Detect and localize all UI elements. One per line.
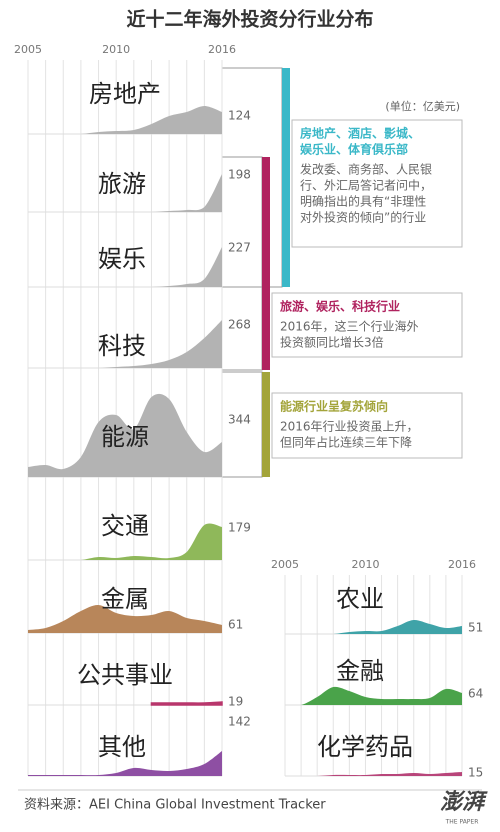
source: 资料来源：AEI China Global Investment Tracker [24, 798, 326, 813]
annotation-box [271, 392, 463, 459]
area [28, 604, 222, 633]
annotation-bar [282, 68, 290, 287]
series-name: 科技 [98, 332, 146, 360]
annotation-heading: 能源行业呈复苏倾向 [280, 399, 388, 414]
annotation-body: 对外投资的倾向”的行业 [300, 210, 426, 225]
total-label: 124 [228, 109, 251, 123]
x-tick-label: 2005 [14, 43, 42, 56]
area [28, 106, 222, 134]
logo-subtitle: THE PAPER [445, 819, 479, 826]
series-name: 金属 [101, 585, 149, 613]
area [28, 247, 222, 287]
area [285, 686, 462, 705]
total-label: 61 [228, 618, 243, 632]
annotation-body: 2016年，这三个行业海外 [280, 319, 419, 334]
annotation-body: 明确指出的具有“非理性 [300, 194, 426, 209]
area [28, 751, 222, 776]
logo: 澎湃 [440, 790, 488, 815]
x-tick-label: 2010 [102, 43, 130, 56]
annotation-body: 2016年行业投资虽上升， [280, 419, 419, 434]
area [150, 701, 223, 706]
total-label: 142 [228, 715, 251, 729]
series-name: 交通 [101, 512, 149, 540]
series-name: 公共事业 [77, 661, 173, 689]
annotation-box [271, 292, 463, 358]
annotation-box [291, 119, 463, 248]
annotation-body: 但同年占比连续三年下降 [280, 435, 412, 450]
group-frame [221, 156, 263, 371]
total-label: 268 [228, 318, 251, 332]
series-name: 农业 [336, 585, 384, 613]
x-tick-label: 2010 [351, 558, 379, 571]
annotation-bar [262, 372, 270, 477]
annotation-heading: 娱乐业、体育俱乐部 [300, 142, 408, 157]
series-name: 化学药品 [317, 733, 413, 761]
annotation-body: 发改委、商务部、人民银 [300, 162, 432, 177]
area [28, 523, 222, 560]
area [285, 619, 462, 634]
total-label: 344 [228, 413, 251, 427]
annotation-heading: 旅游、娱乐、科技行业 [280, 299, 400, 314]
total-label: 19 [228, 695, 243, 709]
series-name: 房地产 [89, 80, 161, 108]
total-label: 227 [228, 241, 251, 255]
total-label: 51 [468, 621, 483, 635]
annotation-heading: 房地产、酒店、影城、 [300, 126, 420, 141]
area [28, 320, 222, 368]
x-tick-label: 2005 [271, 558, 299, 571]
total-label: 179 [228, 521, 251, 535]
series-name: 旅游 [98, 170, 146, 198]
total-label: 64 [468, 687, 483, 701]
chart-title: 近十二年海外投资分行业分布 [126, 8, 373, 31]
unit-label: (单位：亿美元) [385, 99, 460, 113]
x-tick-label: 2016 [448, 558, 476, 571]
total-label: 15 [468, 766, 483, 780]
series-name: 娱乐 [98, 245, 146, 273]
series-name: 其他 [98, 733, 146, 761]
x-tick-label: 2016 [208, 43, 236, 56]
total-label: 198 [228, 168, 251, 182]
area [285, 772, 462, 776]
series-name: 金融 [336, 657, 384, 685]
annotation-bar [262, 157, 270, 370]
area [28, 393, 222, 477]
annotation-body: 投资额同比增长3倍 [280, 335, 384, 350]
series-name: 能源 [101, 423, 149, 451]
annotation-body: 行、外汇局答记者问中， [300, 178, 432, 193]
